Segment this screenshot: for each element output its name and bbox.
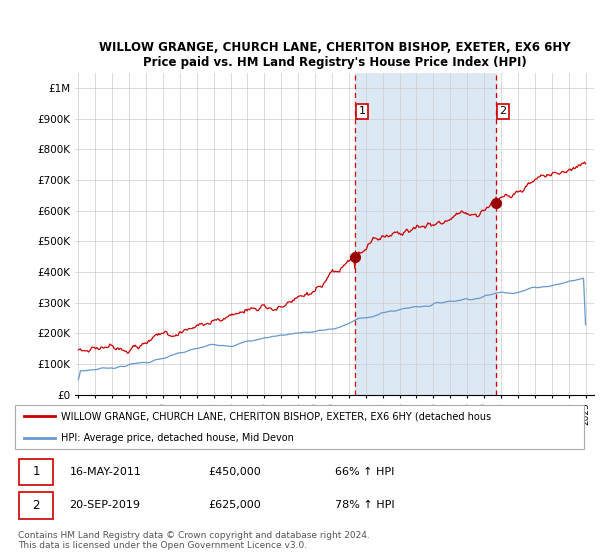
Bar bbox=[355, 73, 496, 395]
Text: Contains HM Land Registry data © Crown copyright and database right 2024.
This d: Contains HM Land Registry data © Crown c… bbox=[18, 531, 370, 550]
Text: 78% ↑ HPI: 78% ↑ HPI bbox=[335, 501, 394, 510]
Text: HPI: Average price, detached house, Mid Devon: HPI: Average price, detached house, Mid … bbox=[61, 433, 294, 443]
Text: 2: 2 bbox=[32, 499, 40, 512]
Text: 20-SEP-2019: 20-SEP-2019 bbox=[70, 501, 140, 510]
Text: 16-MAY-2011: 16-MAY-2011 bbox=[70, 467, 142, 477]
Text: 66% ↑ HPI: 66% ↑ HPI bbox=[335, 467, 394, 477]
Text: 2: 2 bbox=[499, 106, 506, 116]
Text: 1: 1 bbox=[358, 106, 365, 116]
Text: £625,000: £625,000 bbox=[208, 501, 260, 510]
FancyBboxPatch shape bbox=[15, 405, 584, 449]
Text: £450,000: £450,000 bbox=[208, 467, 260, 477]
FancyBboxPatch shape bbox=[19, 492, 53, 519]
Text: 1: 1 bbox=[32, 465, 40, 478]
Text: WILLOW GRANGE, CHURCH LANE, CHERITON BISHOP, EXETER, EX6 6HY (detached hous: WILLOW GRANGE, CHURCH LANE, CHERITON BIS… bbox=[61, 411, 491, 421]
Title: WILLOW GRANGE, CHURCH LANE, CHERITON BISHOP, EXETER, EX6 6HY
Price paid vs. HM L: WILLOW GRANGE, CHURCH LANE, CHERITON BIS… bbox=[98, 41, 571, 69]
FancyBboxPatch shape bbox=[19, 459, 53, 485]
